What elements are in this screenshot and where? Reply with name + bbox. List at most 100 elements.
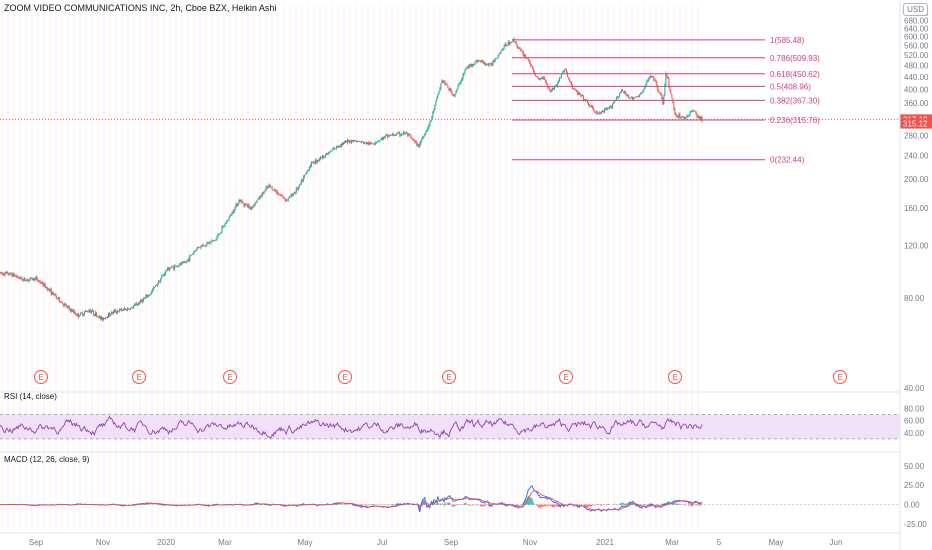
candle [166,270,168,272]
candle [313,163,315,164]
candle [637,95,639,97]
candle [534,74,536,77]
candle [0,272,1,274]
candle [682,116,684,118]
candle [692,110,694,112]
candle [276,191,278,194]
macd-hist-bar [646,504,648,506]
macd-hist-bar [618,504,620,506]
macd-hist-bar [647,503,649,505]
candle [668,78,670,87]
candle [483,62,485,64]
candle [35,277,37,279]
candle [396,133,398,136]
candle [142,300,144,302]
candle [427,128,429,131]
candle [591,105,593,107]
candle [671,94,673,99]
candle [211,240,213,242]
x-tick-label: May [297,538,312,547]
candle [96,316,98,318]
candle [123,308,125,311]
candle [97,316,99,318]
candle [639,94,641,97]
macd-hist-bar [607,504,608,505]
candle [615,100,617,102]
candle [282,195,284,198]
candle [622,89,624,92]
macd-hist-bar [658,504,660,506]
macd-hist-bar [554,504,556,507]
candle [655,79,657,82]
candle [675,113,677,117]
candle [676,116,678,118]
candle [153,287,155,290]
candle [643,89,645,92]
price-tick-label: 160.00 [904,204,929,213]
macd-hist-bar [600,504,601,506]
macd-hist-bar [367,504,368,506]
candle [488,63,490,66]
candle [619,93,621,97]
candle [371,143,373,145]
candle [25,280,27,282]
macd-hist-bar [445,503,447,505]
macd-hist-bar [590,504,591,507]
macd-hist-bar [606,504,607,506]
candle [287,197,289,201]
candle [33,278,35,281]
candle [144,298,146,299]
candle [17,276,19,278]
candle [53,293,55,296]
candle [340,143,342,147]
candle [524,54,526,58]
candle [168,267,170,271]
x-tick-label: 2021 [596,538,614,547]
candle [482,60,484,64]
candle [658,90,660,93]
macd-hist-bar [434,502,436,505]
candle [455,90,457,95]
price-tick-label: 200.00 [904,175,929,184]
candle [566,72,568,77]
candle [60,302,62,303]
candle [230,214,232,216]
macd-hist-bar [683,504,685,505]
price-tick-label: 360.00 [904,99,929,108]
fib-level-label: 0.382(367.30) [770,96,820,105]
macd-hist-bar [339,504,340,505]
macd-hist-bar [431,502,433,505]
candle [539,78,541,80]
candle [425,131,427,135]
candle [404,132,406,135]
earnings-marker-circle [442,370,456,384]
candle [200,245,202,248]
candle [550,90,552,92]
candle [581,95,583,97]
candle [319,157,321,160]
candle [204,245,206,247]
macd-hist-bar [337,503,338,505]
candle [283,197,285,199]
candle [295,188,297,193]
candle [351,140,353,143]
candle [505,43,507,46]
candle [32,278,34,280]
candle [693,110,695,112]
candle [302,177,304,182]
candle [183,262,185,263]
candle [99,316,101,319]
macd-hist-bar [627,503,629,505]
candle [141,299,143,301]
candle [375,142,377,144]
currency-button[interactable]: USD [903,3,928,16]
macd-hist-bar [531,499,533,505]
macd-hist-bar [444,502,446,505]
macd-hist-bar [518,504,520,506]
macd-hist-bar [673,503,675,505]
candle [434,105,436,111]
candle [303,174,305,178]
candle [586,100,588,101]
